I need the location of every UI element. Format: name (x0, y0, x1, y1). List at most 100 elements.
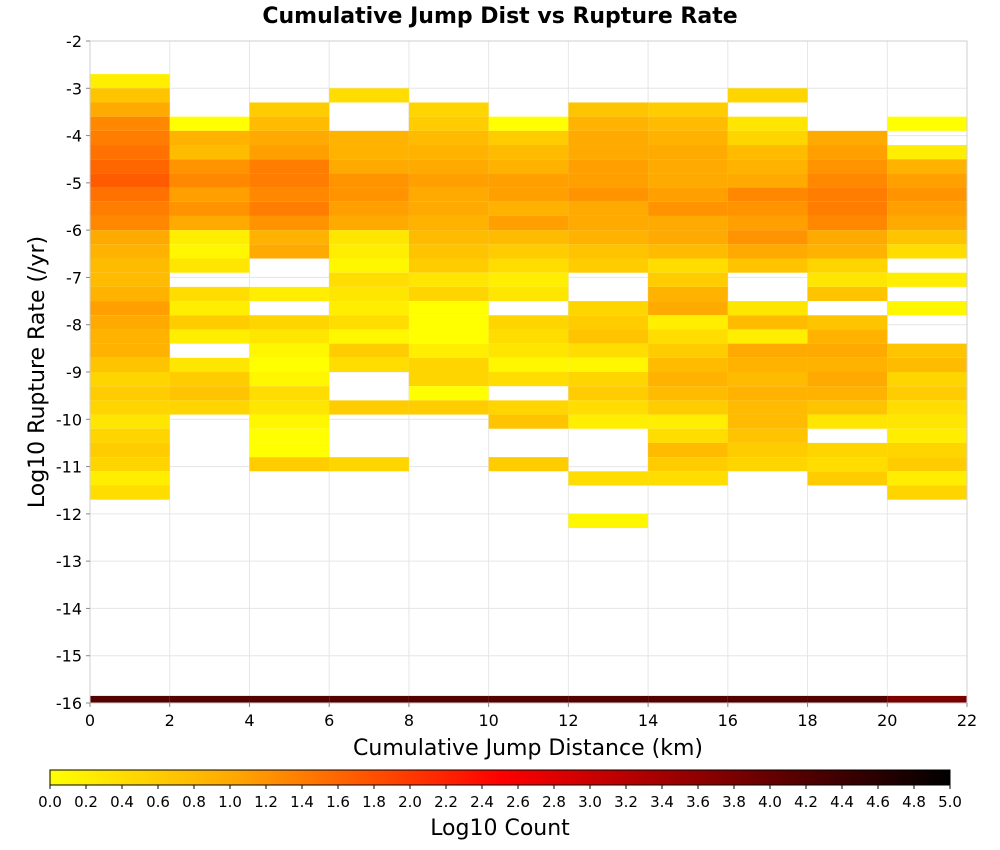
heatmap-cell-10-14 (887, 386, 967, 401)
heatmap-cell-10-9 (887, 272, 967, 287)
heatmap-cell-9-21 (807, 457, 888, 472)
heatmap-cell-6-20 (568, 414, 649, 429)
colorbar-tick-label-20: 4.0 (758, 793, 782, 811)
heatmap-cell-0-23 (90, 400, 170, 415)
colorbar-tick-label-21: 4.2 (794, 793, 818, 811)
heatmap-cell-4-0 (408, 102, 489, 117)
heatmap-cell-9-1 (807, 145, 888, 160)
heatmap-cell-8-3 (727, 145, 808, 160)
heatmap-cell-8-5 (727, 173, 808, 188)
colorbar-tick-label-15: 3.0 (578, 793, 602, 811)
colorbar-ticks: 0.0 0.2 0.4 0.6 0.8 1.0 1.2 1.4 1.6 1.8 2.0 2.2 2.4 2… (38, 785, 962, 811)
heatmap-cell-8-21 (727, 428, 808, 443)
heatmap-cell-2-20 (249, 428, 330, 443)
heatmap-cell-5-15 (488, 343, 569, 358)
heatmap-cell-6-7 (568, 201, 649, 216)
colorbar-tick-label-6: 1.2 (254, 793, 278, 811)
heatmap-cell-0-22 (90, 386, 170, 401)
heatmap-cell-9-0 (807, 130, 888, 146)
heatmap-cell-3-15 (329, 329, 409, 344)
heatmap-cell-10-2 (887, 159, 967, 174)
heatmap-cell-10-5 (887, 201, 967, 216)
heatmap-cell-7-10 (648, 244, 728, 259)
heatmap-cell-1-4 (169, 173, 250, 188)
heatmap-cell-10-16 (887, 414, 967, 429)
heatmap-cell-7-21 (648, 400, 728, 415)
heatmap-cell-8-13 (727, 315, 808, 330)
heatmap-cell-2-14 (249, 343, 330, 358)
heatmap-cell-6-15 (568, 343, 649, 358)
heatmap-cell-0-10 (90, 215, 170, 231)
heatmap-cell-5-5 (488, 187, 569, 202)
heatmap-cell-0-26 (90, 442, 170, 458)
heatmap-cell-0-16 (90, 301, 170, 316)
heatmap-cell-0-5 (90, 145, 170, 160)
heatmap-cell-3-7 (329, 215, 409, 231)
heatmap-cell-9-16 (807, 372, 888, 387)
heatmap-cell-10-15 (887, 400, 967, 415)
heatmap-cell-9-23 (807, 695, 888, 703)
colorbar-tick-label-7: 1.4 (290, 793, 314, 811)
heatmap-cell-6-10 (568, 244, 649, 259)
heatmap-cell-6-12 (568, 301, 649, 316)
heatmap-cell-9-5 (807, 201, 888, 216)
x-tick-label-11: 22 (957, 711, 977, 730)
heatmap-cell-1-7 (169, 215, 250, 231)
y-tick-label-13: -15 (56, 647, 82, 666)
heatmap-cell-5-4 (488, 173, 569, 188)
heatmap-cell-0-19 (90, 343, 170, 358)
heatmap-cell-4-5 (408, 173, 489, 188)
heatmap-cell-2-5 (249, 173, 330, 188)
heatmap-cell-3-6 (329, 201, 409, 216)
y-axis-label: Log10 Rupture Rate (/yr) (25, 236, 50, 508)
heatmap-cell-4-10 (408, 244, 489, 259)
heatmap-cell-4-22 (408, 695, 489, 703)
y-tick-label-12: -14 (56, 599, 82, 618)
heatmap-cell-5-11 (488, 272, 569, 287)
heatmap-cell-0-0 (90, 74, 170, 89)
heatmap-cell-3-16 (329, 343, 409, 358)
heatmap-cell-0-1 (90, 88, 170, 103)
heatmap-cell-0-14 (90, 272, 170, 287)
heatmap-cell-6-3 (568, 145, 649, 160)
heatmap-cell-4-7 (408, 201, 489, 216)
heatmap-cell-2-18 (249, 400, 330, 415)
heatmap-cell-7-9 (648, 230, 728, 245)
heatmap-cell-5-20 (488, 457, 569, 472)
heatmap-cell-8-10 (727, 244, 808, 259)
heatmap-cell-10-10 (887, 301, 967, 316)
heatmap-cell-2-22 (249, 457, 330, 472)
heatmap-cell-8-20 (727, 414, 808, 429)
heatmap-cell-5-13 (488, 315, 569, 330)
heatmap-cell-0-13 (90, 258, 170, 273)
heatmap-cell-6-11 (568, 258, 649, 273)
heatmap-cell-9-6 (807, 215, 888, 231)
heatmap-cell-8-8 (727, 215, 808, 231)
heatmap-cell-6-21 (568, 471, 649, 486)
heatmap-cell-7-26 (648, 471, 728, 486)
heatmap-cell-7-3 (648, 145, 728, 160)
heatmap-cell-8-2 (727, 130, 808, 146)
y-tick-label-7: -9 (66, 363, 82, 382)
heatmap-cell-3-19 (329, 457, 409, 472)
heatmap-cell-10-19 (887, 457, 967, 472)
heatmap-cell-5-0 (488, 116, 569, 131)
heatmap-cell-9-19 (807, 414, 888, 429)
heatmap-cell-4-13 (408, 286, 489, 302)
heatmap-cell-4-17 (408, 343, 489, 358)
heatmap-cell-6-19 (568, 400, 649, 415)
heatmap-cell-10-4 (887, 187, 967, 202)
heatmap-cell-5-21 (488, 695, 569, 703)
heatmap-cell-1-13 (169, 315, 250, 330)
y-tick-label-0: -2 (66, 32, 82, 51)
heatmap-cell-7-5 (648, 173, 728, 188)
heatmap-cell-3-18 (329, 400, 409, 415)
heatmap-cell-9-2 (807, 159, 888, 174)
heatmap-cell-0-21 (90, 372, 170, 387)
colorbar-tick-label-17: 3.4 (650, 793, 674, 811)
heatmap-cell-2-6 (249, 187, 330, 202)
heatmap-cell-10-6 (887, 215, 967, 231)
heatmap-cell-0-6 (90, 159, 170, 174)
x-tick-label-6: 12 (558, 711, 578, 730)
